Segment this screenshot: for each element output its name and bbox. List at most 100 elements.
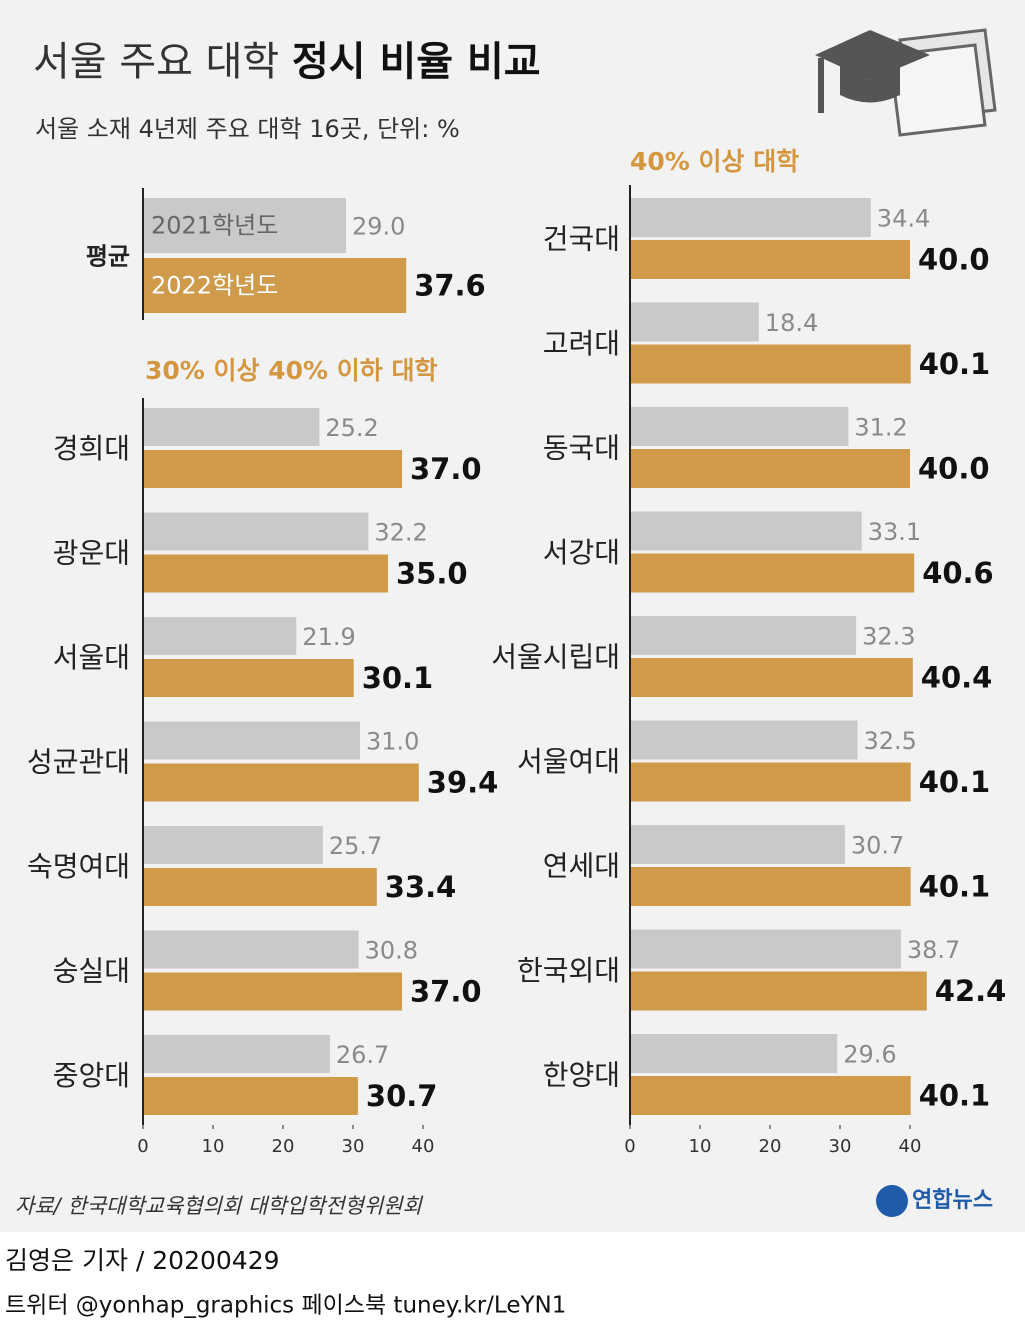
bar [630, 1076, 911, 1115]
value-label: 40.1 [919, 765, 991, 799]
value-label: 40.6 [922, 556, 994, 590]
chart-title: 서울 주요 대학 정시 비율 비교 [33, 39, 541, 85]
value-label: 40.1 [919, 1079, 991, 1113]
bar [630, 449, 910, 488]
social: 트위터 @yonhap_graphics 페이스북 tuney.kr/LeYN1 [5, 1293, 566, 1319]
value-label: 30.7 [851, 832, 904, 860]
value-label: 33.4 [385, 870, 457, 904]
x-tick-label: 0 [137, 1136, 148, 1157]
value-label: 29.6 [843, 1041, 896, 1069]
value-label: 29.0 [352, 213, 405, 241]
bar [143, 617, 297, 655]
category-label: 경희대 [53, 432, 130, 465]
category-label: 연세대 [543, 850, 620, 883]
bar [143, 868, 377, 906]
bar [143, 198, 346, 253]
value-label: 25.7 [329, 832, 382, 860]
bar [143, 1035, 330, 1073]
logo-text: 연합뉴스 [912, 1187, 993, 1213]
value-label: 33.1 [868, 518, 921, 546]
bar [143, 930, 359, 969]
category-label: 서강대 [543, 536, 620, 569]
value-label: 37.0 [410, 452, 482, 486]
value-label: 40.4 [921, 661, 993, 695]
bar [630, 616, 857, 655]
value-label: 26.7 [336, 1041, 389, 1069]
footer-background [0, 1232, 1025, 1325]
category-label: 성균관대 [27, 746, 130, 779]
bar [143, 972, 402, 1011]
bar [630, 553, 915, 593]
bar [630, 240, 910, 279]
bar [630, 971, 927, 1011]
section-title: 30% 이상 40% 이하 대학 [145, 356, 438, 385]
bar [630, 302, 759, 342]
value-label: 21.9 [302, 623, 355, 651]
x-tick-label: 30 [342, 1136, 365, 1157]
value-label: 40.0 [918, 452, 990, 486]
bar [630, 658, 913, 697]
bar [143, 659, 354, 697]
category-label: 동국대 [543, 432, 620, 465]
bar [630, 929, 901, 969]
bar [630, 867, 911, 906]
value-label: 40.1 [919, 347, 991, 381]
value-label: 30.1 [362, 661, 434, 695]
title-bold: 정시 비율 비교 [292, 39, 541, 85]
value-label: 31.2 [854, 414, 907, 442]
subtitle: 서울 소재 4년제 주요 대학 16곳, 단위: % [35, 115, 460, 143]
x-tick-label: 30 [829, 1136, 852, 1157]
x-tick-label: 10 [689, 1136, 712, 1157]
category-label: 서울여대 [517, 745, 620, 778]
value-label: 18.4 [765, 309, 818, 337]
value-label: 39.4 [427, 766, 499, 800]
value-label: 31.0 [366, 728, 419, 756]
bar [143, 721, 360, 760]
bar [143, 408, 320, 446]
title-light: 서울 주요 대학 [33, 39, 279, 85]
value-label: 37.0 [410, 975, 482, 1009]
value-label: 37.6 [414, 269, 486, 303]
legend-label: 2021학년도 [151, 212, 278, 240]
bar [630, 198, 871, 237]
category-label: 광운대 [53, 537, 130, 570]
bar [630, 407, 849, 446]
bar [143, 450, 402, 488]
x-tick-label: 40 [412, 1136, 435, 1157]
value-label: 40.1 [919, 870, 991, 904]
category-label: 한국외대 [517, 954, 620, 987]
category-label: 숙명여대 [27, 850, 130, 883]
bar [143, 826, 323, 864]
x-tick-label: 10 [202, 1136, 225, 1157]
category-label: 건국대 [543, 223, 620, 256]
byline: 김영은 기자 / 20200429 [5, 1246, 280, 1275]
value-label: 30.7 [366, 1079, 438, 1113]
source: 자료/ 한국대학교육협의회 대학입학전형위원회 [15, 1194, 424, 1218]
category-label: 숭실대 [53, 955, 130, 988]
bar [630, 1034, 838, 1073]
value-label: 34.4 [877, 205, 930, 233]
value-label: 30.8 [365, 937, 418, 965]
bar [630, 720, 858, 760]
bar [143, 258, 407, 313]
x-tick-label: 0 [624, 1136, 635, 1157]
bar [143, 763, 419, 802]
category-label: 한양대 [543, 1059, 620, 1092]
bar [630, 762, 911, 802]
x-tick-label: 20 [272, 1136, 295, 1157]
logo-mark [876, 1185, 908, 1217]
category-label: 서울대 [53, 641, 130, 674]
bar [143, 1077, 358, 1115]
bar [630, 825, 845, 864]
category-label: 평균 [86, 243, 130, 271]
x-tick-label: 40 [899, 1136, 922, 1157]
bar [143, 554, 388, 593]
value-label: 40.0 [918, 243, 990, 277]
bar [143, 512, 369, 551]
cap-icon [815, 28, 997, 137]
category-label: 서울시립대 [491, 641, 620, 674]
bar [630, 511, 862, 551]
x-tick-label: 20 [759, 1136, 782, 1157]
section-title: 40% 이상 대학 [630, 147, 799, 176]
